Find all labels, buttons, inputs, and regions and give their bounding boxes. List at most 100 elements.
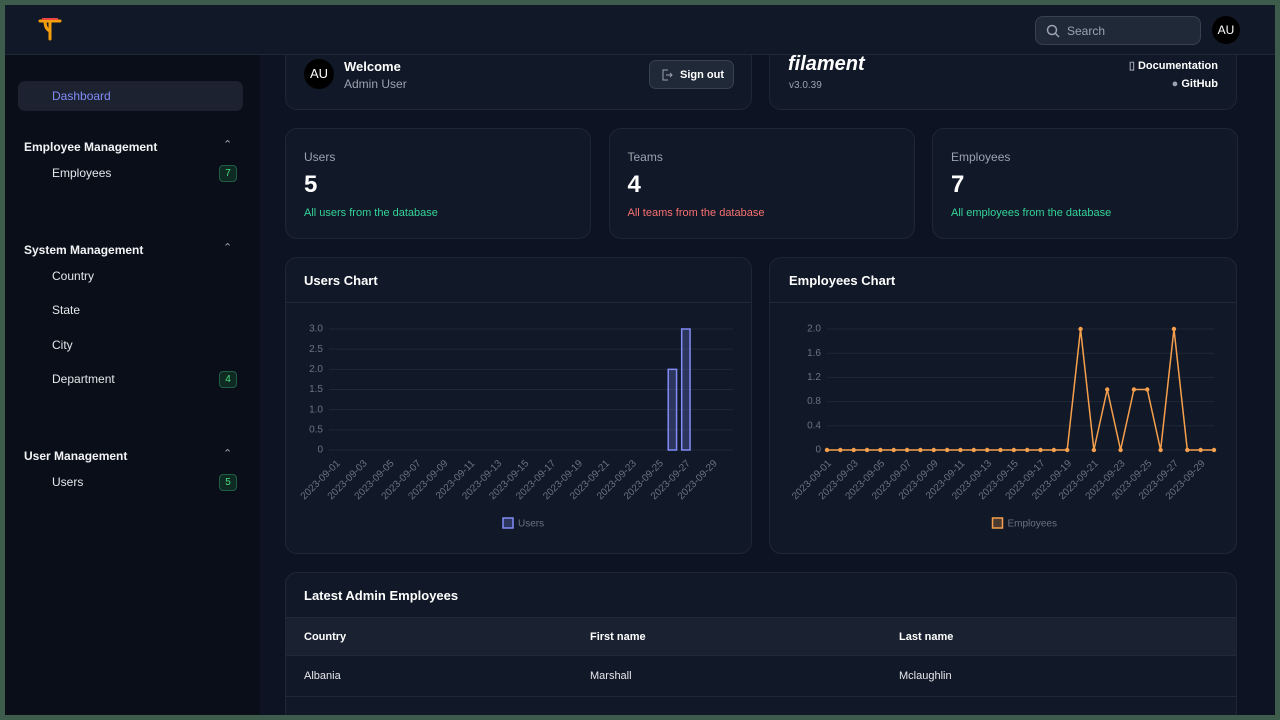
- point: [1078, 326, 1083, 332]
- point: [1024, 447, 1030, 453]
- y-tick-label: 2.5: [309, 344, 323, 355]
- point: [1065, 447, 1070, 453]
- point: [824, 447, 830, 453]
- nav-label: Country: [52, 268, 95, 283]
- point: [864, 447, 870, 453]
- chart-title: Users Chart: [304, 273, 378, 288]
- line: [827, 328, 1214, 451]
- sign-out-button[interactable]: Sign out: [649, 60, 734, 89]
- nav-item[interactable]: Country: [18, 261, 243, 291]
- link-label: Documentation: [1137, 60, 1218, 72]
- table: Country First name Last name Albania Marshal…: [286, 617, 1236, 697]
- employees-chart-card: Employees Chart 0 0.4 0.8 1.2 1.6 2.0 2023-09-…: [769, 257, 1237, 554]
- nav-item[interactable]: City: [18, 330, 243, 360]
- user-name: Admin User: [344, 77, 407, 91]
- stat-value: 5: [304, 171, 318, 198]
- y-tick-label: 2.0: [309, 364, 323, 375]
- point: [851, 447, 856, 453]
- collapse-toggle[interactable]: ⌃: [223, 139, 233, 151]
- nav-badge: 7: [219, 165, 237, 182]
- point: [1185, 447, 1190, 453]
- nav-item[interactable]: Dashboard: [18, 81, 243, 111]
- stat-description: All teams from the database: [627, 207, 765, 219]
- stat-value: 7: [951, 171, 965, 198]
- point: [1171, 326, 1177, 332]
- version: v3.0.39: [789, 80, 822, 91]
- table-card: Latest Admin Employees Country First name…: [285, 572, 1237, 715]
- brand: filament: [788, 53, 865, 75]
- table-cell: Marshall: [590, 670, 632, 682]
- y-tick-label: 1.2: [807, 372, 821, 383]
- legend-swatch: [502, 517, 514, 529]
- collapse-toggle[interactable]: ⌃: [223, 447, 233, 460]
- y-tick-label: 0.4: [807, 420, 821, 431]
- point: [1038, 447, 1043, 453]
- stat-card: Employees 7 All employees from the databas…: [932, 128, 1238, 239]
- table-header-row: Country First name Last name: [286, 617, 1236, 655]
- point: [891, 447, 896, 453]
- stat-card: Teams 4 All teams from the database: [608, 128, 915, 239]
- nav-label: City: [52, 337, 73, 352]
- topbar: Search AU: [5, 5, 1275, 55]
- nav-item[interactable]: Department 4: [18, 364, 243, 394]
- chart-title: Employees Chart: [789, 273, 896, 288]
- stat-description: All employees from the database: [951, 207, 1112, 219]
- sign-out-label: Sign out: [680, 69, 724, 81]
- legend-swatch: [991, 517, 1004, 529]
- documentation-link[interactable]: ▯ Documentation: [1128, 60, 1218, 72]
- avatar[interactable]: AU: [1212, 16, 1240, 44]
- app: Dashboard Employee Management ⌃ Employees 7 S…: [5, 5, 1275, 715]
- nav-item[interactable]: Users 5: [18, 467, 243, 497]
- point: [998, 447, 1003, 453]
- nav-item[interactable]: State: [18, 295, 243, 325]
- y-tick-label: 1.5: [309, 384, 323, 395]
- y-tick-label: 1.6: [807, 348, 821, 359]
- collapse-toggle[interactable]: ⌃: [223, 241, 233, 254]
- point: [958, 447, 963, 453]
- search-icon: [1046, 24, 1060, 38]
- bar: [680, 328, 691, 451]
- sign-out-icon: [662, 69, 673, 81]
- link-label: GitHub: [1181, 78, 1218, 90]
- y-tick-label: 0.8: [807, 396, 821, 407]
- point: [1158, 447, 1163, 453]
- point: [1145, 387, 1150, 392]
- column-header: Country: [304, 631, 347, 643]
- point: [984, 447, 990, 453]
- github-link[interactable]: ● GitHub: [1171, 78, 1218, 90]
- y-tick-label: 3.0: [309, 324, 323, 335]
- nav-group-title: System Management: [24, 242, 144, 257]
- nav-label: Employees: [52, 166, 112, 180]
- nav-group-title: Employee Management: [24, 140, 158, 154]
- nav-label: Users: [52, 474, 84, 489]
- search-placeholder: Search: [1067, 24, 1106, 38]
- stat-label: Teams: [627, 150, 663, 164]
- logo[interactable]: [38, 17, 62, 43]
- nav-label: Department: [52, 372, 115, 386]
- sidebar: Dashboard Employee Management ⌃ Employees 7 S…: [5, 55, 260, 715]
- divider: [286, 302, 751, 303]
- nav-item[interactable]: Employees 7: [18, 158, 243, 188]
- y-tick-label: 0: [815, 445, 821, 456]
- table-cell: Mclaughlin: [899, 670, 952, 682]
- point: [944, 447, 950, 453]
- divider: [770, 302, 1236, 303]
- point: [838, 447, 843, 453]
- point: [918, 447, 923, 453]
- legend-label: Users: [518, 519, 544, 530]
- nav-badge: 4: [219, 371, 237, 388]
- avatar: AU: [304, 59, 334, 89]
- table-title: Latest Admin Employees: [304, 588, 459, 603]
- search-box[interactable]: Search: [1035, 16, 1201, 45]
- point: [904, 447, 910, 453]
- stat-label: Users: [304, 150, 336, 164]
- y-tick-label: 2.0: [807, 324, 821, 335]
- table-cell: Albania: [304, 670, 341, 682]
- point: [1198, 447, 1203, 453]
- users-chart-card: Users Chart 0 0.5 1.0 1.5 2.0 2.5 3.0 2023-09-0…: [285, 257, 752, 554]
- welcome-title: Welcome: [344, 59, 401, 74]
- nav-group-title: User Management: [24, 448, 128, 463]
- point: [1211, 447, 1217, 453]
- stat-description: All users from the database: [304, 207, 438, 219]
- point: [878, 447, 883, 453]
